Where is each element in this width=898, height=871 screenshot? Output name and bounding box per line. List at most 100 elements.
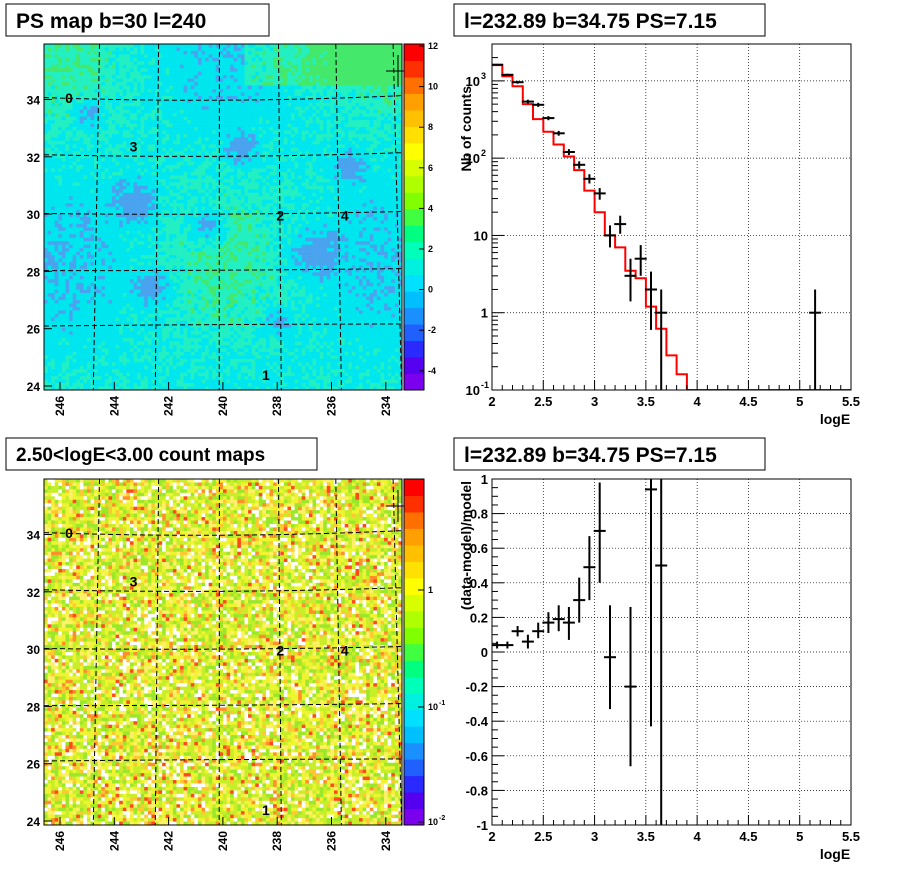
heat-cell xyxy=(172,95,177,100)
heat-cell xyxy=(169,130,174,135)
heat-cell xyxy=(219,199,224,204)
heat-cell xyxy=(197,351,202,356)
heat-cell xyxy=(133,383,138,387)
heat-cell xyxy=(44,161,48,166)
heat-cell xyxy=(115,255,120,259)
heat-cell xyxy=(112,313,116,318)
heat-cell xyxy=(162,383,167,387)
heat-cell xyxy=(208,338,213,342)
heat-cell xyxy=(126,199,131,204)
heat-cell xyxy=(162,172,167,176)
heat-cell xyxy=(61,82,66,86)
heat-cell xyxy=(183,161,188,166)
heat-cell xyxy=(65,178,70,183)
heat-cell xyxy=(187,161,192,166)
heat-cell xyxy=(58,154,63,159)
heat-cell xyxy=(58,310,63,315)
heat-cell xyxy=(147,113,152,118)
heat-cell xyxy=(190,206,195,211)
heat-cell xyxy=(86,140,91,145)
heat-cell xyxy=(158,272,163,277)
heat-cell xyxy=(97,338,102,342)
heat-cell xyxy=(194,327,199,332)
heat-cell xyxy=(140,303,145,308)
heat-cell xyxy=(119,255,124,259)
heat-cell xyxy=(169,317,174,322)
heat-cell xyxy=(187,113,192,118)
heat-cell xyxy=(172,279,177,284)
heat-cell xyxy=(69,120,73,124)
heat-cell xyxy=(201,127,206,131)
heat-cell xyxy=(86,61,91,66)
heat-cell xyxy=(86,144,91,149)
heat-cell xyxy=(54,341,59,346)
heat-cell xyxy=(108,192,113,197)
heat-cell xyxy=(119,210,124,214)
heat-cell xyxy=(140,355,145,360)
heat-cell xyxy=(169,303,174,308)
heat-cell xyxy=(208,44,213,48)
heat-cell xyxy=(76,358,81,363)
heat-cell xyxy=(44,106,48,111)
heat-cell xyxy=(151,123,156,128)
heat-cell xyxy=(212,327,217,332)
heat-cell xyxy=(144,88,149,93)
heat-cell xyxy=(119,71,124,76)
heat-cell xyxy=(122,50,127,55)
heat-cell xyxy=(205,331,210,335)
heat-cell xyxy=(158,317,163,322)
heat-cell xyxy=(194,331,199,335)
heat-cell xyxy=(176,244,181,249)
heat-cell xyxy=(69,345,73,349)
heat-cell xyxy=(108,75,113,79)
heat-cell xyxy=(144,331,149,335)
heat-cell xyxy=(54,140,59,145)
heat-cell xyxy=(197,206,202,211)
heat-cell xyxy=(201,151,206,156)
heat-cell xyxy=(194,279,199,284)
heat-cell xyxy=(58,317,63,322)
heat-cell xyxy=(129,310,134,315)
heat-cell xyxy=(65,140,70,145)
heat-cell xyxy=(144,369,149,374)
heat-cell xyxy=(212,372,217,377)
heat-cell xyxy=(108,61,113,66)
heat-cell xyxy=(69,165,73,169)
heat-cell xyxy=(212,220,217,225)
heat-cell xyxy=(165,293,170,297)
heat-cell xyxy=(219,345,224,349)
heat-cell xyxy=(65,237,70,242)
heat-cell xyxy=(190,64,195,69)
heat-cell xyxy=(76,140,81,145)
heat-cell xyxy=(97,355,102,360)
heat-cell xyxy=(101,279,106,284)
heat-cell xyxy=(172,68,177,73)
heat-cell xyxy=(183,324,188,329)
heat-cell xyxy=(176,324,181,329)
heat-cell xyxy=(201,133,206,138)
heat-cell xyxy=(58,217,63,221)
heat-cell xyxy=(112,189,116,194)
heat-cell xyxy=(205,127,210,131)
heat-cell xyxy=(65,351,70,356)
heat-cell xyxy=(69,244,73,249)
heat-cell xyxy=(44,92,48,97)
heat-cell xyxy=(215,213,220,218)
heat-cell xyxy=(61,358,66,363)
heat-cell xyxy=(144,113,149,118)
heat-cell xyxy=(205,113,210,118)
heat-cell xyxy=(97,61,102,66)
heat-cell xyxy=(97,261,102,266)
heat-cell xyxy=(65,88,70,93)
heat-cell xyxy=(119,300,124,304)
heat-cell xyxy=(83,261,88,266)
heat-cell xyxy=(137,334,142,339)
heat-cell xyxy=(169,61,174,66)
heat-cell xyxy=(176,192,181,197)
heat-cell xyxy=(205,300,210,304)
heat-cell xyxy=(176,362,181,367)
heat-cell xyxy=(119,268,124,273)
heat-cell xyxy=(94,106,99,111)
heat-cell xyxy=(65,137,70,142)
heat-cell xyxy=(144,158,149,162)
